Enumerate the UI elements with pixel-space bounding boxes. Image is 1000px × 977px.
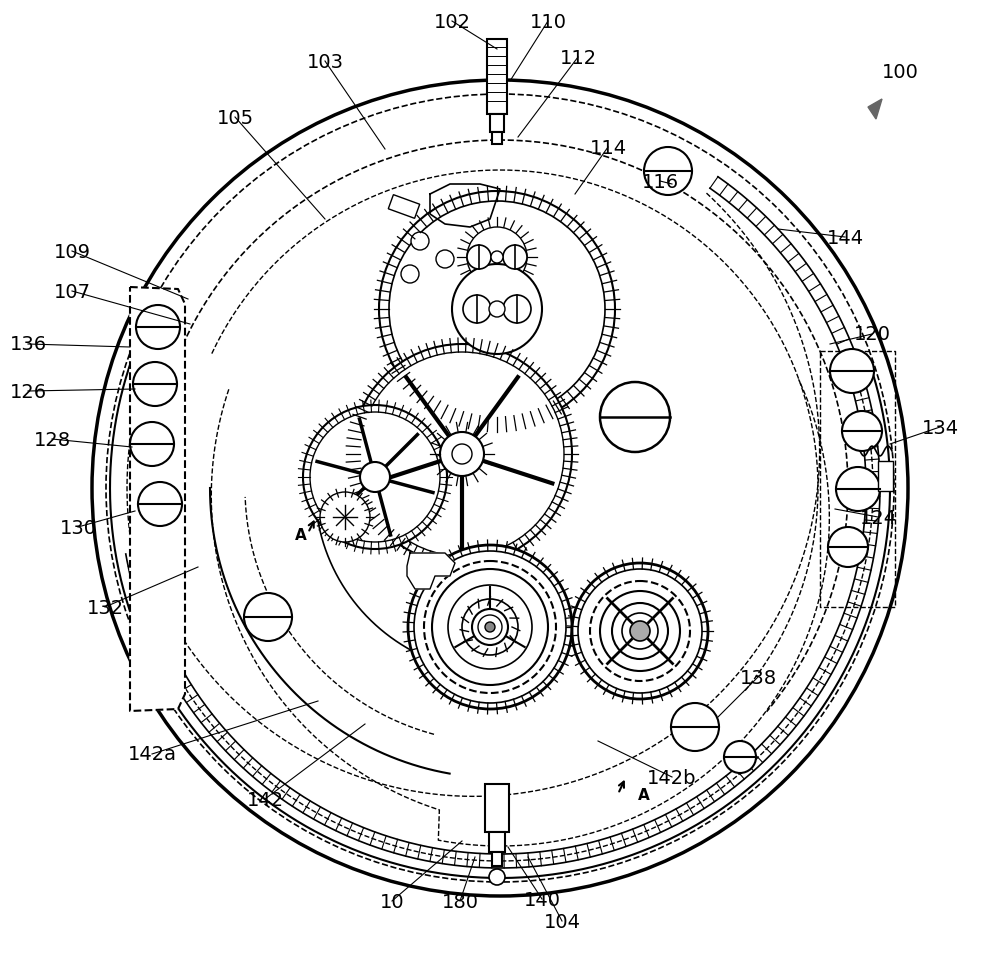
Circle shape bbox=[133, 362, 177, 406]
Text: 10: 10 bbox=[380, 892, 404, 911]
Circle shape bbox=[467, 246, 491, 270]
Circle shape bbox=[842, 411, 882, 451]
Text: 132: 132 bbox=[86, 598, 124, 616]
Circle shape bbox=[138, 483, 182, 527]
Circle shape bbox=[830, 350, 874, 394]
Text: 109: 109 bbox=[54, 242, 91, 261]
Circle shape bbox=[360, 462, 390, 492]
Text: 142b: 142b bbox=[647, 768, 697, 786]
Text: 138: 138 bbox=[739, 668, 777, 687]
Circle shape bbox=[724, 742, 756, 773]
Text: 105: 105 bbox=[216, 108, 254, 127]
Text: 100: 100 bbox=[882, 63, 918, 81]
Bar bbox=[878, 461, 893, 491]
Circle shape bbox=[472, 610, 508, 646]
Circle shape bbox=[671, 703, 719, 751]
Bar bbox=[492, 133, 502, 145]
Circle shape bbox=[457, 218, 537, 298]
Circle shape bbox=[612, 604, 668, 659]
Text: 110: 110 bbox=[530, 13, 566, 31]
Bar bbox=[489, 832, 505, 852]
Circle shape bbox=[572, 564, 708, 700]
Polygon shape bbox=[430, 185, 500, 228]
Circle shape bbox=[452, 445, 472, 464]
Circle shape bbox=[436, 251, 454, 269]
Circle shape bbox=[489, 302, 505, 318]
Text: 104: 104 bbox=[544, 912, 580, 930]
Circle shape bbox=[828, 528, 868, 568]
Bar bbox=[490, 115, 504, 133]
Text: 126: 126 bbox=[9, 382, 47, 402]
Circle shape bbox=[352, 345, 572, 565]
Circle shape bbox=[503, 246, 527, 270]
Text: 124: 124 bbox=[859, 508, 897, 527]
Circle shape bbox=[303, 405, 447, 549]
Circle shape bbox=[452, 265, 542, 355]
Text: 116: 116 bbox=[641, 172, 679, 191]
Text: A: A bbox=[295, 528, 307, 543]
Text: 114: 114 bbox=[589, 139, 627, 157]
Circle shape bbox=[836, 468, 880, 512]
Circle shape bbox=[244, 593, 292, 641]
Text: 142: 142 bbox=[246, 789, 284, 809]
Text: 136: 136 bbox=[9, 335, 47, 354]
Circle shape bbox=[408, 545, 572, 709]
Text: 142a: 142a bbox=[128, 744, 177, 764]
Polygon shape bbox=[130, 287, 185, 711]
Circle shape bbox=[489, 870, 505, 885]
Circle shape bbox=[411, 233, 429, 251]
Circle shape bbox=[379, 191, 615, 428]
Text: 144: 144 bbox=[826, 229, 864, 247]
Circle shape bbox=[630, 621, 650, 641]
Text: A: A bbox=[638, 787, 650, 803]
Circle shape bbox=[600, 383, 670, 452]
Text: 107: 107 bbox=[54, 282, 91, 301]
Text: 128: 128 bbox=[33, 430, 71, 449]
Circle shape bbox=[130, 423, 174, 467]
Text: 180: 180 bbox=[442, 892, 479, 911]
Circle shape bbox=[644, 148, 692, 195]
Circle shape bbox=[440, 433, 484, 477]
Polygon shape bbox=[868, 100, 882, 120]
Text: 130: 130 bbox=[60, 518, 97, 537]
Bar bbox=[388, 195, 420, 219]
Circle shape bbox=[320, 492, 370, 542]
Circle shape bbox=[467, 228, 527, 287]
Circle shape bbox=[401, 266, 419, 283]
Circle shape bbox=[92, 81, 908, 896]
Text: 120: 120 bbox=[854, 325, 891, 344]
Circle shape bbox=[503, 296, 531, 323]
Bar bbox=[492, 852, 502, 867]
Text: 102: 102 bbox=[434, 13, 471, 31]
Circle shape bbox=[389, 202, 605, 417]
Circle shape bbox=[448, 585, 532, 669]
Text: 112: 112 bbox=[559, 49, 597, 67]
Text: 140: 140 bbox=[524, 890, 560, 909]
Circle shape bbox=[463, 296, 491, 323]
Bar bbox=[485, 785, 509, 832]
Circle shape bbox=[485, 622, 495, 632]
Bar bbox=[487, 40, 507, 115]
Circle shape bbox=[491, 252, 503, 264]
Polygon shape bbox=[407, 553, 455, 589]
Text: 103: 103 bbox=[307, 53, 344, 71]
Text: 134: 134 bbox=[921, 418, 959, 437]
Circle shape bbox=[136, 306, 180, 350]
